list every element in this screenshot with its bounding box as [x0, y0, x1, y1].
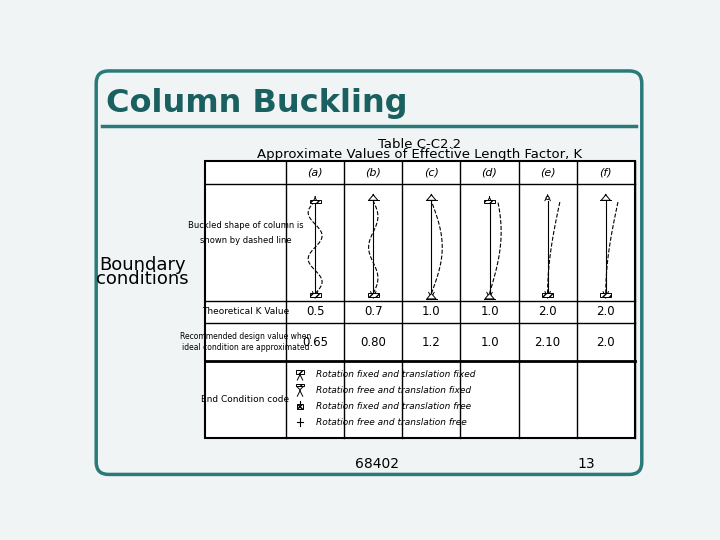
Bar — [310, 200, 320, 202]
Bar — [600, 293, 611, 296]
Text: (d): (d) — [482, 167, 498, 178]
Bar — [368, 293, 379, 296]
Text: (a): (a) — [307, 167, 323, 178]
Text: 2.0: 2.0 — [596, 335, 615, 348]
Text: 0.7: 0.7 — [364, 306, 382, 319]
Text: Table C-C2.2: Table C-C2.2 — [378, 138, 462, 151]
Text: 1.2: 1.2 — [422, 335, 441, 348]
Text: 2.0: 2.0 — [539, 306, 557, 319]
Text: Rotation free and translation free: Rotation free and translation free — [315, 418, 467, 427]
Text: 0.5: 0.5 — [306, 306, 325, 319]
Text: Recommended design value when: Recommended design value when — [180, 332, 311, 341]
Text: 1.0: 1.0 — [422, 306, 441, 319]
Text: Buckled shape of column is: Buckled shape of column is — [188, 221, 303, 230]
Text: (f): (f) — [600, 167, 612, 178]
Polygon shape — [427, 294, 436, 299]
Text: Rotation fixed and translation free: Rotation fixed and translation free — [315, 402, 471, 411]
Text: 1.0: 1.0 — [480, 335, 499, 348]
Text: 68402: 68402 — [355, 457, 399, 471]
Polygon shape — [369, 195, 378, 200]
Text: conditions: conditions — [96, 270, 189, 288]
Text: 2.10: 2.10 — [534, 335, 561, 348]
Text: Boundary: Boundary — [99, 256, 186, 274]
Bar — [542, 293, 553, 296]
Text: Approximate Values of Effective Length Factor, K: Approximate Values of Effective Length F… — [257, 147, 582, 160]
Polygon shape — [485, 294, 494, 299]
Text: 0.80: 0.80 — [360, 335, 386, 348]
Polygon shape — [601, 195, 611, 200]
Polygon shape — [427, 195, 436, 200]
Text: shown by dashed line: shown by dashed line — [199, 236, 291, 245]
Text: End Condition code: End Condition code — [202, 395, 289, 404]
Bar — [296, 370, 304, 374]
Text: (c): (c) — [424, 167, 438, 178]
Text: (e): (e) — [540, 167, 555, 178]
Text: 0.65: 0.65 — [302, 335, 328, 348]
Bar — [204, 161, 635, 438]
Circle shape — [546, 197, 549, 200]
Bar — [296, 383, 304, 386]
Text: Column Buckling: Column Buckling — [106, 88, 407, 119]
FancyBboxPatch shape — [96, 71, 642, 475]
Text: 1.0: 1.0 — [480, 306, 499, 319]
Text: Rotation fixed and translation fixed: Rotation fixed and translation fixed — [315, 370, 475, 379]
Bar — [484, 200, 495, 202]
Polygon shape — [296, 386, 304, 390]
Text: (b): (b) — [365, 167, 381, 178]
Text: 2.0: 2.0 — [596, 306, 615, 319]
Bar — [310, 293, 320, 296]
Text: 13: 13 — [577, 457, 595, 471]
Text: Theoretical K Value: Theoretical K Value — [202, 307, 289, 316]
Bar — [297, 403, 303, 409]
Text: ideal condition are approximated: ideal condition are approximated — [181, 343, 309, 352]
Text: Rotation free and translation fixed: Rotation free and translation fixed — [315, 386, 471, 395]
